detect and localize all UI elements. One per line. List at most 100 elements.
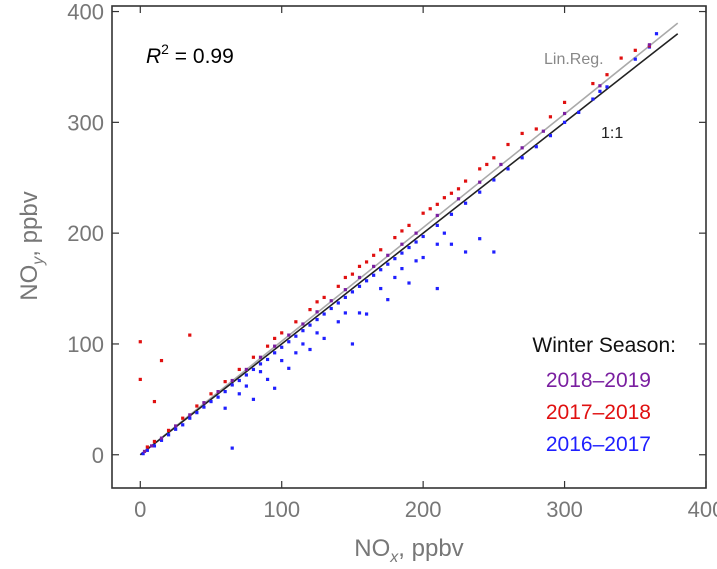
point-2018-2019: [386, 253, 390, 257]
point-2016-2017: [357, 311, 362, 315]
x-axis-title-unit: , ppbv: [398, 535, 463, 562]
point-2016-2017: [181, 423, 185, 427]
point-2016-2017: [393, 257, 397, 261]
point-2016-2017: [364, 279, 369, 283]
point-2018-2019: [598, 84, 602, 88]
point-2016-2017: [605, 85, 609, 89]
point-2017-2018: [478, 167, 482, 171]
point-2018-2019: [414, 231, 418, 235]
legend-entry-2018-2019: 2018–2019: [546, 369, 651, 392]
point-2016-2017: [379, 286, 383, 291]
point-2017-2018: [195, 404, 199, 408]
point-2017-2018: [357, 264, 362, 268]
point-2017-2018: [280, 331, 284, 335]
point-2016-2017: [414, 259, 418, 263]
point-2016-2017: [251, 397, 256, 401]
one-to-one-line-label: 1:1: [601, 125, 623, 142]
point-2016-2017: [350, 290, 355, 294]
point-2017-2018: [336, 284, 340, 288]
point-2016-2017: [315, 317, 319, 322]
point-2017-2018: [591, 81, 595, 86]
legend-title: Winter Season:: [532, 334, 676, 357]
point-2018-2019: [273, 344, 277, 348]
point-2018-2019: [435, 213, 439, 218]
point-2017-2018: [562, 100, 567, 104]
point-2016-2017: [364, 312, 369, 316]
y-axis-title-main: NO: [16, 265, 43, 301]
point-2016-2017: [534, 145, 538, 149]
point-2016-2017: [421, 255, 425, 260]
point-2016-2017: [202, 405, 206, 409]
point-2016-2017: [188, 416, 192, 420]
point-2017-2018: [223, 380, 227, 384]
point-2017-2018: [364, 260, 369, 264]
point-2017-2018: [421, 211, 425, 215]
point-2016-2017: [145, 448, 149, 452]
point-2017-2018: [152, 439, 157, 444]
point-2016-2017: [343, 311, 347, 315]
point-2016-2017: [322, 312, 326, 316]
point-2018-2019: [159, 436, 164, 440]
point-2017-2018: [456, 187, 461, 191]
point-2016-2017: [294, 334, 298, 338]
point-2016-2017: [577, 110, 581, 114]
r-squared-symbol: R: [146, 45, 161, 68]
point-2016-2017: [230, 446, 234, 450]
point-2018-2019: [258, 355, 263, 359]
x-tick-label: 200: [405, 497, 442, 522]
point-2017-2018: [265, 344, 270, 348]
point-2016-2017: [393, 275, 397, 280]
point-2016-2017: [258, 370, 263, 374]
point-2016-2017: [244, 384, 248, 388]
x-tick-label: 300: [546, 497, 583, 522]
point-2016-2017: [336, 320, 340, 324]
point-2017-2018: [188, 333, 192, 337]
x-axis-title-subscript: x: [389, 549, 399, 566]
point-2016-2017: [152, 444, 157, 448]
point-2018-2019: [562, 111, 567, 116]
y-tick-label: 400: [67, 0, 104, 25]
point-2016-2017: [251, 367, 256, 372]
point-2016-2017: [230, 383, 234, 387]
x-tick-label: 0: [134, 497, 146, 522]
point-2016-2017: [400, 251, 404, 255]
y-tick-label: 300: [67, 110, 104, 135]
point-2017-2018: [343, 275, 347, 280]
point-2016-2017: [435, 223, 439, 227]
point-2018-2019: [357, 275, 362, 280]
point-2016-2017: [520, 156, 524, 160]
point-2016-2017: [301, 329, 305, 333]
r-squared-annotation: R2 = 0.99: [146, 41, 234, 68]
point-2018-2019: [400, 242, 404, 246]
point-2016-2017: [280, 345, 284, 349]
point-2017-2018: [273, 336, 277, 341]
point-2016-2017: [343, 295, 347, 300]
point-2016-2017: [322, 336, 326, 341]
point-2018-2019: [216, 390, 220, 394]
point-2016-2017: [350, 342, 355, 346]
point-2017-2018: [633, 48, 637, 52]
point-2016-2017: [174, 427, 178, 431]
point-2016-2017: [237, 378, 241, 383]
point-2017-2018: [619, 56, 623, 60]
point-2016-2017: [159, 438, 164, 442]
reference-lines: [139, 22, 679, 456]
point-2016-2017: [478, 190, 482, 194]
x-axis-title: NOx, ppbv: [354, 535, 463, 566]
point-2018-2019: [174, 424, 178, 428]
point-2016-2017: [294, 351, 298, 355]
point-2018-2019: [287, 333, 291, 337]
point-2016-2017: [166, 433, 171, 437]
point-2017-2018: [379, 248, 383, 252]
point-2016-2017: [357, 284, 362, 288]
point-2018-2019: [329, 299, 333, 303]
point-2016-2017: [244, 373, 248, 377]
point-2017-2018: [145, 445, 149, 449]
r-squared-value: = 0.99: [169, 45, 234, 68]
point-2016-2017: [216, 395, 220, 399]
point-2017-2018: [350, 272, 355, 276]
point-2016-2017: [386, 298, 390, 302]
point-2016-2017: [654, 32, 659, 36]
point-2016-2017: [265, 357, 270, 362]
